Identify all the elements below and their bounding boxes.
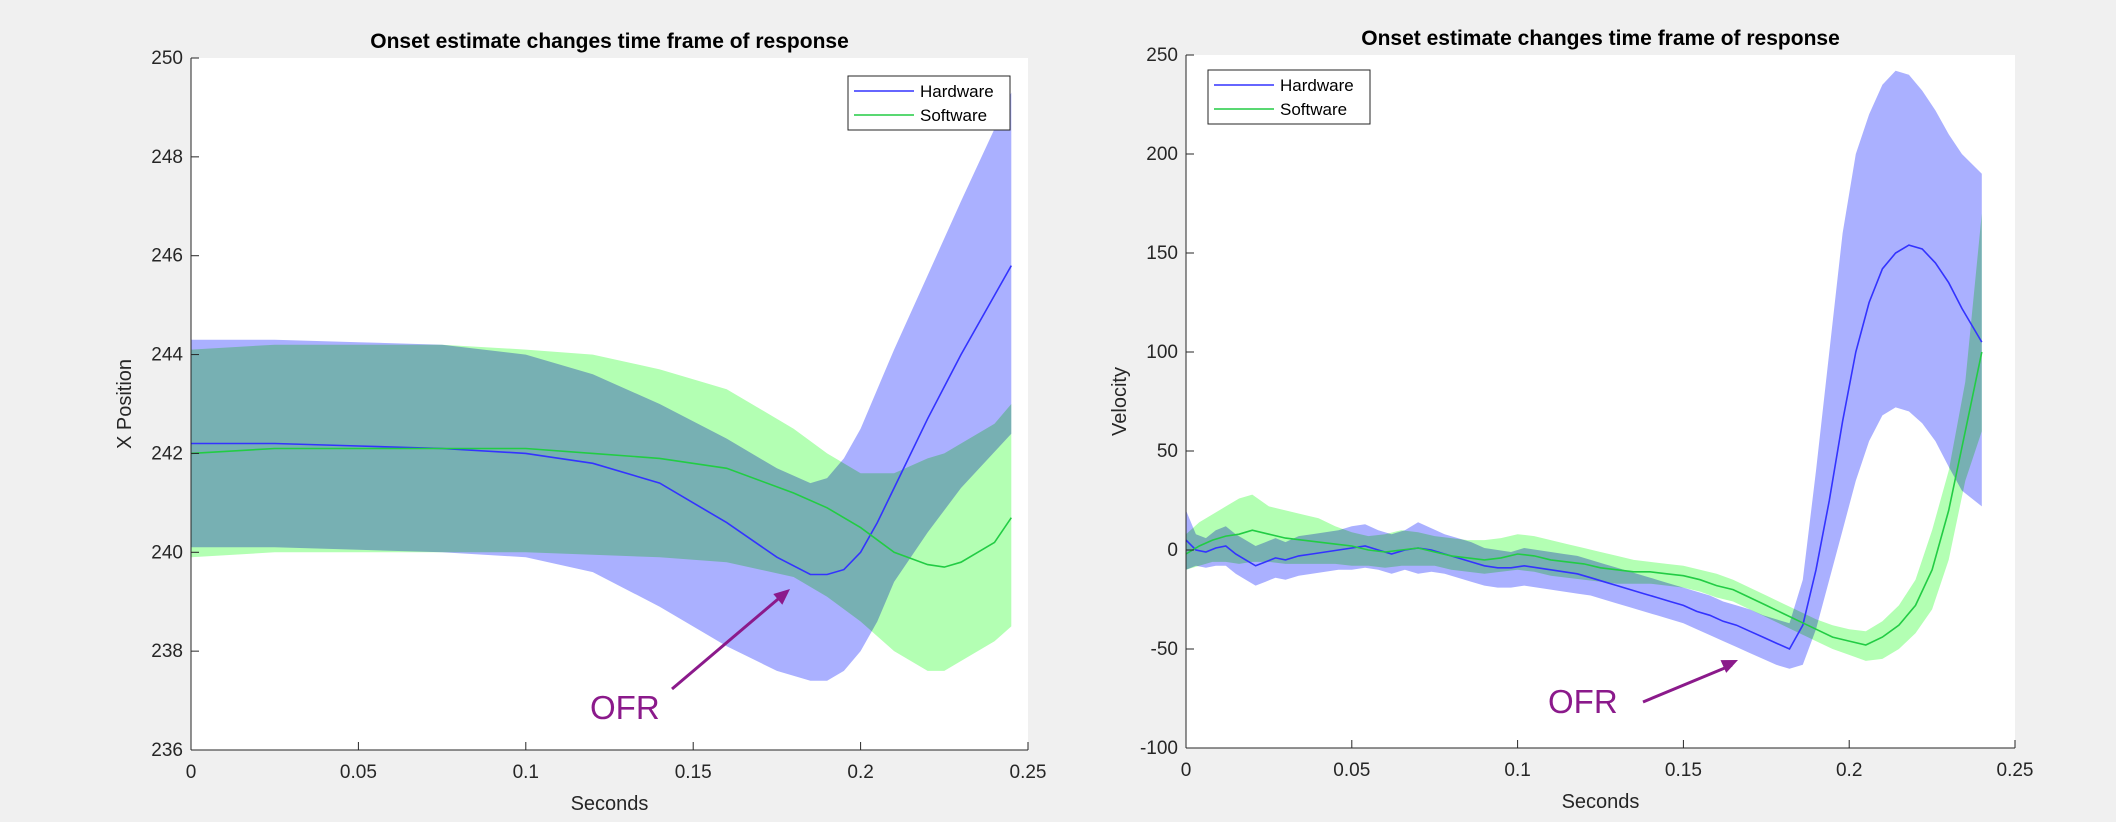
x-tick-label: 0.1 [513, 762, 539, 783]
ofr-annotation: OFR [1548, 660, 1738, 720]
ofr-arrow-line [671, 592, 785, 691]
y-tick-label: 200 [1146, 144, 1178, 165]
y-tick-label: 236 [151, 740, 183, 761]
line-software [190, 447, 1012, 568]
left-chart-panel: 0 0.05 0.1 0.15 0.2 0.25 236 238 240 242 244 246 248… [114, 30, 1046, 815]
right-chart-panel: 0 0.05 0.1 0.15 0.2 0.25 -100 -50 0 50 100 150 200 25… [1109, 27, 2033, 813]
x-tick-label: 0.25 [1010, 762, 1047, 783]
y-tick-label: 0 [1167, 540, 1178, 561]
ofr-arrow-head [1720, 660, 1738, 673]
x-tick-label: 0.2 [1836, 760, 1862, 781]
x-tick-label: 0.15 [675, 762, 712, 783]
axes: 0 0.05 0.1 0.15 0.2 0.25 236 238 240 242 244 246 248… [151, 48, 1046, 783]
band-hardware [1186, 70, 1982, 669]
y-tick-label: 242 [151, 443, 183, 464]
y-tick-label: 244 [151, 345, 183, 366]
x-tick-label: 0.05 [340, 762, 377, 783]
x-tick-label: 0.05 [1333, 760, 1370, 781]
band-software [191, 344, 1012, 671]
legend-box [847, 75, 1011, 131]
x-axis-label: Seconds [1562, 791, 1640, 813]
y-tick-label: 100 [1146, 342, 1178, 363]
ofr-arrow-head [773, 589, 790, 605]
legend: Hardware Software [847, 75, 1011, 131]
line-hardware [1185, 244, 1983, 651]
y-tick-label: 246 [151, 246, 183, 267]
confidence-bands [191, 92, 1012, 681]
y-tick-label: 238 [151, 641, 183, 662]
y-axis-label: X Position [114, 359, 136, 449]
ofr-arrow-line [1642, 663, 1733, 704]
legend: Hardware Software [1207, 69, 1371, 125]
y-tick-label: -50 [1151, 639, 1178, 660]
legend-label-software: Software [1280, 100, 1347, 119]
legend-label-software: Software [920, 106, 987, 125]
ofr-label: OFR [1548, 683, 1618, 720]
y-tick-label: 150 [1146, 243, 1178, 264]
chart-title: Onset estimate changes time frame of res… [1361, 27, 1840, 50]
y-tick-label: -100 [1140, 738, 1178, 759]
y-tick-label: 250 [1146, 45, 1178, 66]
x-tick-label: 0.2 [847, 762, 873, 783]
x-axis-label: Seconds [571, 793, 649, 815]
ofr-label: OFR [590, 689, 660, 726]
band-software [1186, 213, 1982, 661]
y-tick-label: 240 [151, 542, 183, 563]
confidence-bands [1186, 70, 1982, 669]
legend-label-hardware: Hardware [1280, 76, 1354, 95]
y-tick-label: 248 [151, 147, 183, 168]
x-tick-label: 0 [1181, 760, 1192, 781]
legend-label-hardware: Hardware [920, 82, 994, 101]
x-tick-label: 0.1 [1504, 760, 1530, 781]
y-tick-label: 50 [1157, 441, 1178, 462]
x-tick-label: 0.15 [1665, 760, 1702, 781]
ofr-annotation: OFR [590, 589, 790, 726]
chart-title: Onset estimate changes time frame of res… [370, 30, 849, 53]
legend-box [1207, 69, 1371, 125]
y-axis-label: Velocity [1109, 367, 1131, 436]
axes: 0 0.05 0.1 0.15 0.2 0.25 -100 -50 0 50 100 150 200 25… [1140, 45, 2034, 781]
x-tick-label: 0.25 [1997, 760, 2034, 781]
y-tick-label: 250 [151, 48, 183, 69]
line-software [1185, 351, 1983, 646]
x-tick-label: 0 [186, 762, 197, 783]
